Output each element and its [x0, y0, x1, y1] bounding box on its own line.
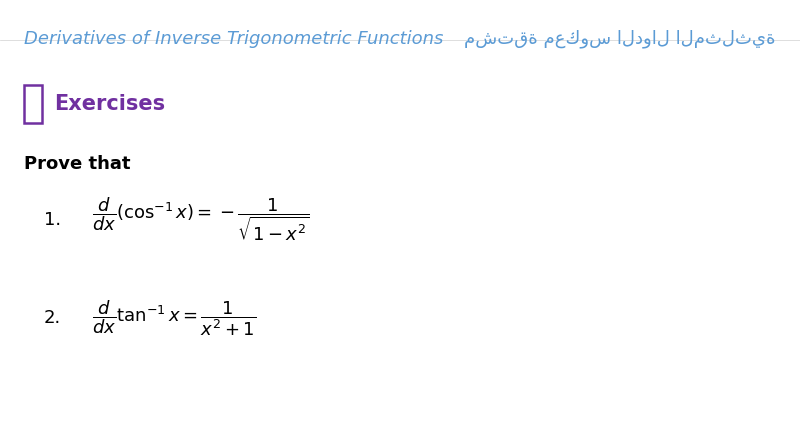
Text: $\dfrac{d}{dx}\tan^{-1}x = \dfrac{1}{x^2+1}$: $\dfrac{d}{dx}\tan^{-1}x = \dfrac{1}{x^2… [92, 298, 256, 338]
FancyBboxPatch shape [24, 85, 42, 123]
Text: Exercises: Exercises [54, 94, 166, 114]
Text: Prove that: Prove that [24, 155, 130, 173]
Text: 1.: 1. [44, 212, 61, 229]
Text: $\dfrac{d}{dx}(\cos^{-1}x) = -\dfrac{1}{\sqrt{1-x^2}}$: $\dfrac{d}{dx}(\cos^{-1}x) = -\dfrac{1}{… [92, 196, 310, 245]
Text: 2.: 2. [44, 309, 62, 327]
Text: مشتقة معكوس الدوال المثلثية: مشتقة معكوس الدوال المثلثية [465, 30, 776, 48]
Text: Derivatives of Inverse Trigonometric Functions: Derivatives of Inverse Trigonometric Fun… [24, 30, 443, 47]
